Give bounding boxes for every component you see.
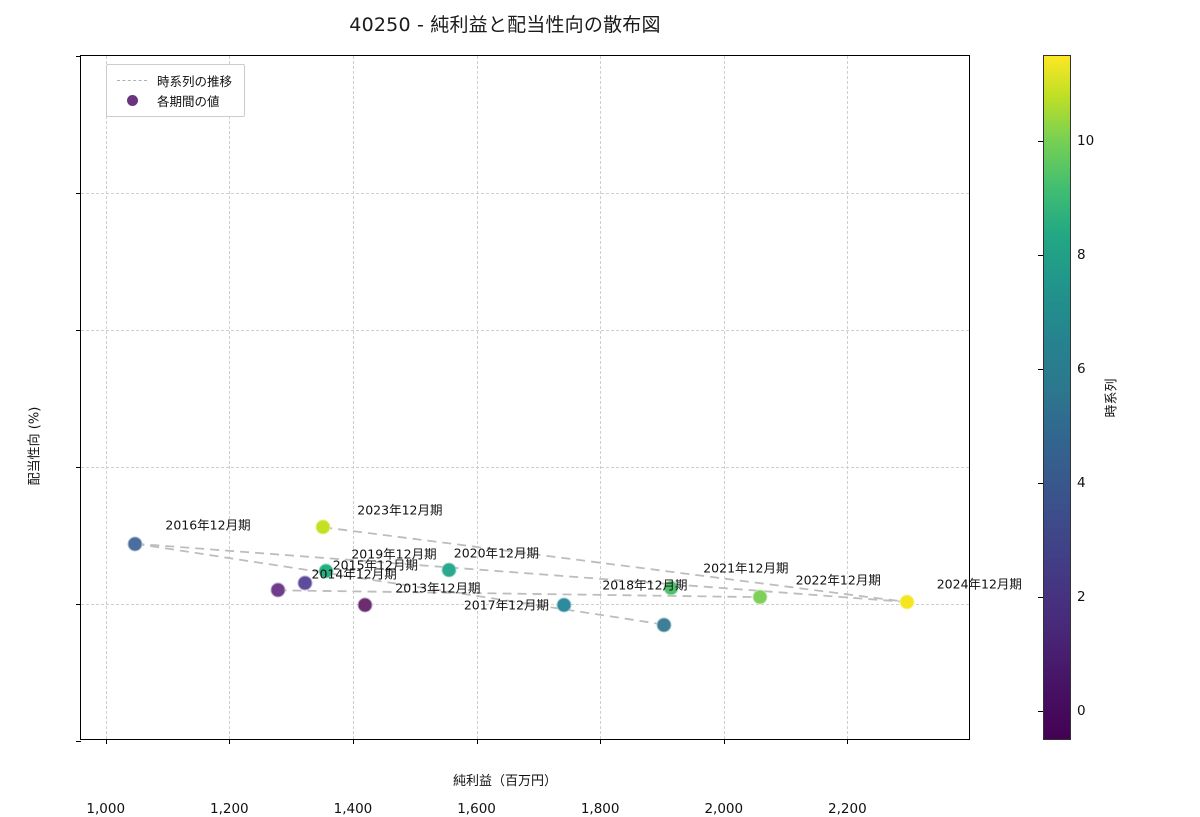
data-point[interactable] [357,597,373,613]
colorbar-tick-label: 8 [1077,246,1086,263]
dashed-line-icon [115,79,149,81]
y-axis-tick-mark [76,741,81,742]
data-point-label: 2017年12月期 [463,597,550,613]
trend-lines-layer [135,526,907,626]
data-point[interactable] [315,519,331,535]
x-axis-tick-mark [723,739,725,744]
data-point-label: 2019年12月期 [351,546,437,562]
data-point-label: 2018年12月期 [602,577,688,593]
colorbar: 0 2 4 6 8 10 [1038,55,1094,740]
y-axis-label: 配当性向 (%) [27,406,43,486]
data-point[interactable] [270,582,286,598]
x-axis-tick-label: 1,400 [333,801,373,817]
colorbar-tick-mark [1038,254,1043,256]
colorbar-tick-mark [1038,140,1043,142]
x-axis-tick-label: 1,000 [86,801,126,817]
gridline-horizontal [81,467,969,468]
gridline-vertical [105,56,107,739]
data-point[interactable] [441,562,457,578]
legend: 時系列の推移 各期間の値 [106,64,246,117]
data-point-label: 2015年12月期 [332,557,418,573]
x-axis-tick-mark [847,739,849,744]
y-axis-tick-mark [76,604,81,605]
x-axis-tick-mark [476,739,478,744]
data-point-label: 2024年12月期 [936,576,1022,592]
legend-label-trend: 時系列の推移 [157,73,233,89]
legend-item-values: 各期間の値 [115,90,232,110]
colorbar-tick-label: 6 [1077,360,1086,377]
plot-area: 2013年12月期 2014年12月期 2015年12月期 2016年12月期 2017… [28,55,1022,817]
data-point-label: 2013年12月期 [395,580,481,596]
grid-lines [81,56,969,739]
data-point[interactable] [318,563,334,579]
colorbar-tick-mark [1038,597,1043,599]
page-title: 40250 - 純利益と配当性向の散布図 [349,14,661,36]
x-axis-tick-mark [600,739,602,744]
y-axis-tick-mark [76,193,81,194]
x-axis-label: 純利益（百万円） [452,774,557,789]
data-point[interactable] [556,597,572,613]
gridline-vertical [229,56,231,739]
colorbar-tick-label: 0 [1077,703,1086,720]
gridline-vertical [723,56,725,739]
data-point[interactable] [899,594,915,610]
data-point[interactable] [663,580,679,596]
gridline-vertical [352,56,354,739]
x-axis-tick-label: 2,000 [704,801,744,817]
x-axis-tick-label: 1,200 [210,801,249,817]
data-point[interactable] [752,589,768,605]
x-axis-tick-mark [352,739,354,744]
data-point-label: 2014年12月期 [311,566,397,582]
gridline-horizontal [81,604,969,605]
data-point[interactable] [297,575,313,591]
data-points-layer [81,56,969,739]
trend-line [323,526,907,603]
gridline-vertical [476,56,478,739]
legend-item-trend: 時系列の推移 [115,70,232,90]
x-axis-tick-label: 2,200 [828,801,867,817]
gridline-horizontal [81,330,969,331]
y-axis-tick-mark [76,56,81,57]
colorbar-tick-mark [1038,711,1043,713]
trend-line [135,542,907,603]
data-point-label: 2016年12月期 [165,517,251,533]
colorbar-tick-label: 2 [1077,589,1086,606]
data-point-label: 2020年12月期 [453,545,539,561]
colorbar-tick-mark [1038,483,1043,485]
trend-line [277,589,760,599]
data-point[interactable] [656,617,672,633]
scatter-chart-figure: 40250 - 純利益と配当性向の散布図 2013年12月期 2014年12月期 2… [28,14,1120,817]
x-axis-tick-label: 1,600 [457,801,496,817]
gridline-vertical [600,56,602,739]
data-point-label: 2021年12月期 [703,560,789,576]
y-axis-tick-mark [76,330,81,331]
data-point[interactable] [127,536,143,552]
marker-dot-icon [115,93,149,107]
x-axis-tick-mark [105,739,107,744]
gridline-vertical [847,56,849,739]
x-axis-tick-mark [229,739,231,744]
colorbar-tick-label: 10 [1077,132,1095,149]
colorbar-tick-label: 4 [1077,475,1086,492]
legend-label-values: 各期間の値 [157,93,220,109]
gridline-horizontal [81,193,969,194]
colorbar-tick-mark [1038,368,1043,370]
colorbar-label: 時系列 [1104,378,1120,418]
data-point-label: 2022年12月期 [795,572,881,588]
x-axis-tick-label: 1,800 [580,801,620,817]
data-point-label: 2023年12月期 [357,502,443,518]
point-labels-layer: 2013年12月期 2014年12月期 2015年12月期 2016年12月期 2017… [81,56,1022,739]
colorbar-gradient [1043,55,1071,740]
y-axis-tick-mark [76,467,81,468]
